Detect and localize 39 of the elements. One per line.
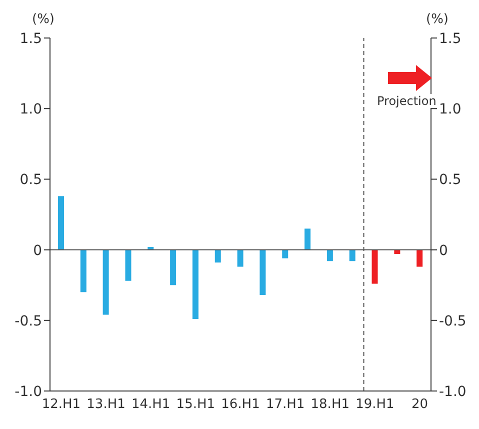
y2-axis-title: (%)	[426, 12, 448, 27]
bar	[80, 250, 86, 292]
y2-tick-label: 0	[439, 242, 448, 259]
y-axis-title: (%)	[32, 12, 54, 27]
bar	[125, 250, 132, 281]
y-tick-label: 1.0	[20, 102, 42, 118]
bar	[416, 250, 423, 267]
y2-tick-label: 0.5	[439, 172, 462, 188]
bar	[372, 250, 378, 284]
x-tick-label: 13.H1	[86, 397, 126, 412]
bar	[237, 250, 244, 267]
y2-tick-label: -0.5	[439, 313, 466, 330]
x-tick-label: 14.H1	[131, 397, 170, 412]
y2-tick-label: 1.0	[439, 102, 462, 118]
x-tick-label: 18.H1	[310, 397, 350, 412]
bar	[170, 250, 176, 286]
y2-tick-label: 1.5	[439, 30, 462, 47]
bar	[282, 250, 288, 258]
x-tick-label: 15.H1	[176, 397, 216, 412]
bar	[304, 228, 311, 250]
x-tick-label: 19.H1	[356, 397, 394, 412]
y-tick-label: -0.5	[14, 313, 42, 330]
y-tick-label: -1.0	[14, 384, 42, 400]
y-tick-label: 0	[33, 242, 42, 259]
annotation: Projection	[377, 94, 436, 108]
x-tick-label: 12.H1	[42, 397, 81, 412]
bar	[260, 250, 266, 295]
y-tick-label: 0.5	[20, 172, 42, 188]
bar	[214, 250, 221, 263]
x-tick-label: 17.H1	[266, 397, 305, 412]
bar	[349, 250, 356, 262]
y2-tick-label: -1.0	[439, 384, 466, 400]
bar	[326, 250, 333, 262]
bar	[58, 196, 64, 250]
x-tick-label: 16.H1	[221, 397, 260, 412]
bar	[102, 250, 109, 315]
bar	[192, 250, 198, 319]
y-tick-label: 1.5	[20, 30, 42, 47]
x-tick-label: 20	[412, 397, 428, 412]
